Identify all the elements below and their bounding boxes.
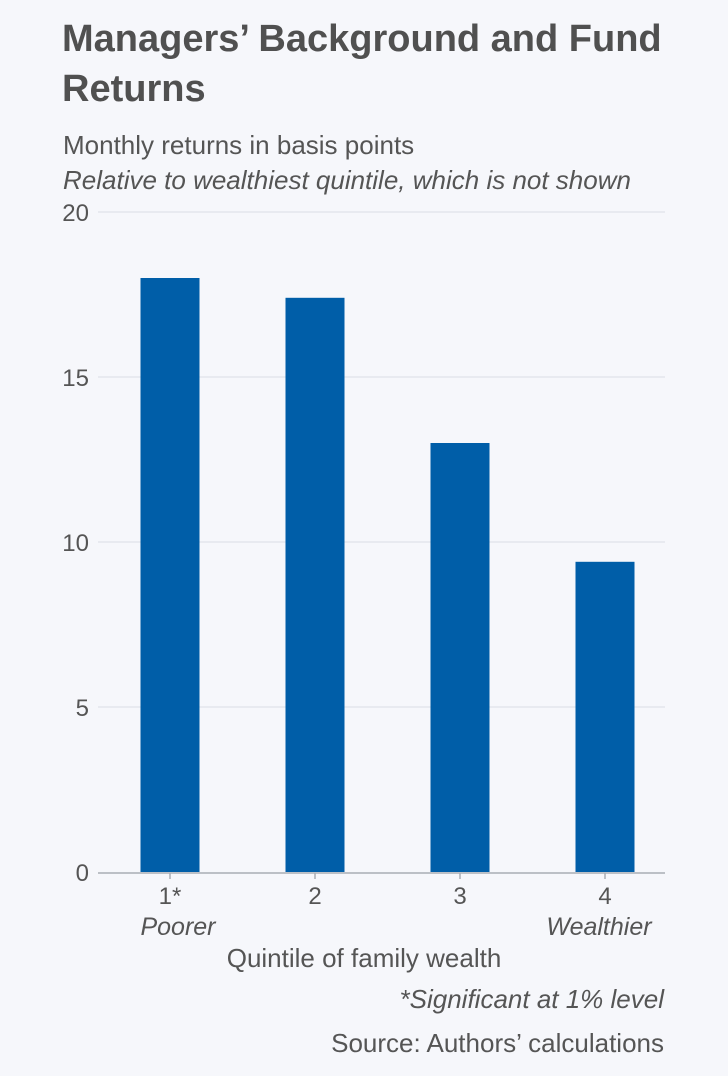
bar xyxy=(575,561,635,872)
x-tick-label: 4 xyxy=(598,883,611,910)
bar xyxy=(430,443,490,872)
bar xyxy=(140,278,200,872)
x-tick-label: 2 xyxy=(308,883,321,910)
y-tick-label: 20 xyxy=(62,200,89,227)
footnote: *Significant at 1% level xyxy=(399,984,664,1014)
chart-note: Relative to wealthiest quintile, which i… xyxy=(63,165,631,195)
y-axis-ticks: 0 5 10 15 20 xyxy=(62,200,89,887)
bar xyxy=(285,297,345,872)
chart-subtitle: Monthly returns in basis points xyxy=(63,130,415,160)
y-tick-label: 5 xyxy=(76,695,89,722)
y-tick-label: 15 xyxy=(62,365,89,392)
y-tick-label: 10 xyxy=(62,530,89,557)
source-note: Source: Authors’ calculations xyxy=(331,1028,664,1058)
x-tick-label: 1* xyxy=(159,883,182,910)
x-tick-sublabel: Poorer xyxy=(140,913,217,941)
x-tick-label: 3 xyxy=(453,883,466,910)
x-tick-sublabel: Wealthier xyxy=(546,913,653,941)
chart-title: Managers’ Background and Fund Returns xyxy=(62,18,662,110)
x-axis-label: Quintile of family wealth xyxy=(226,943,502,973)
y-tick-label: 0 xyxy=(76,860,89,887)
bars xyxy=(140,278,635,872)
x-axis-ticks: 1* Poorer 2 3 4 Wealthier xyxy=(140,873,653,941)
